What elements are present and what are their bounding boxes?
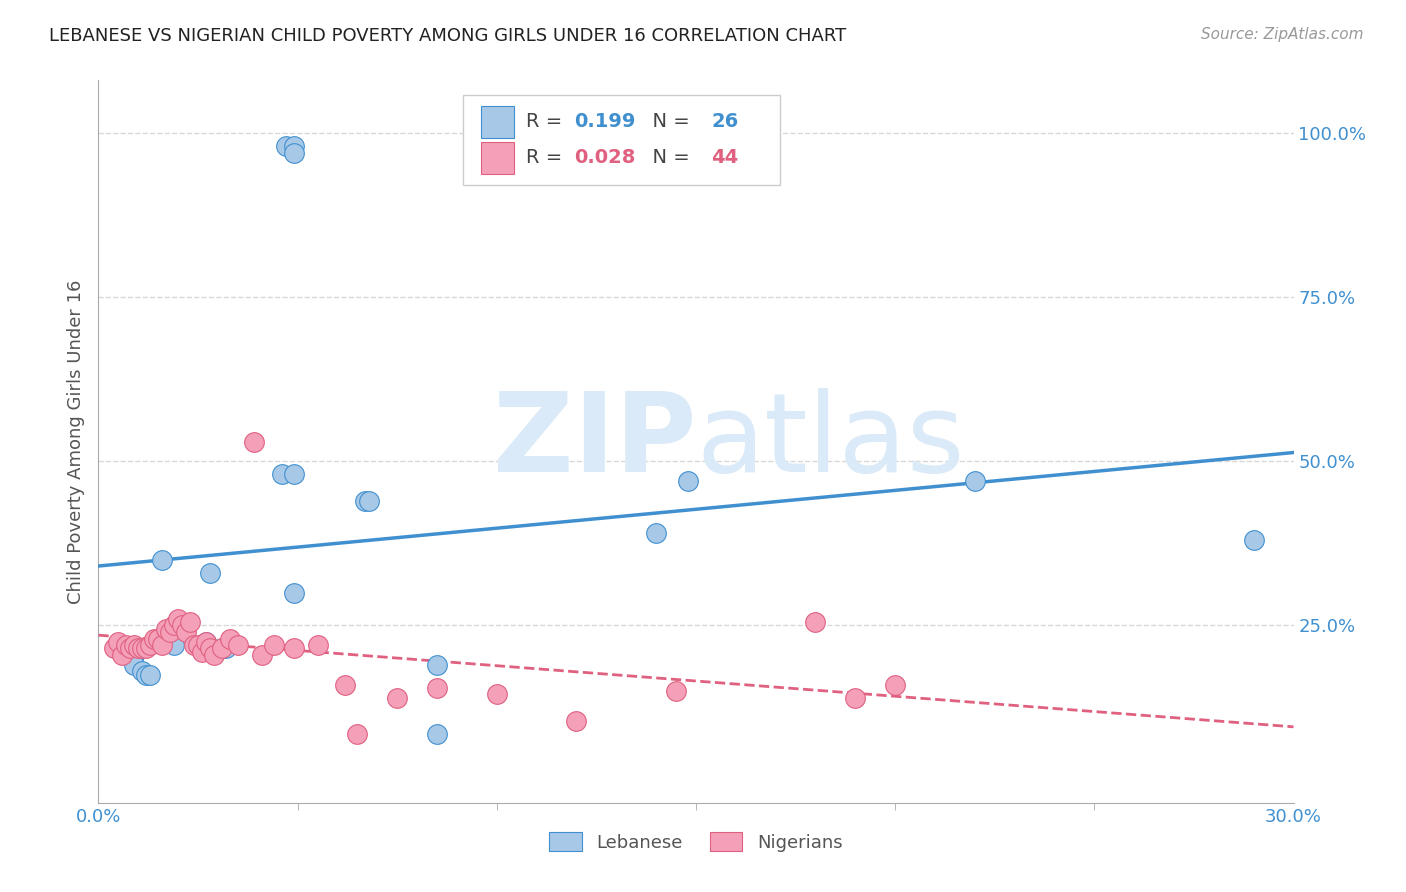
Point [148, 632, 170, 646]
Point [150, 638, 173, 652]
Point [665, 684, 688, 698]
Point [143, 632, 166, 646]
Point [155, 622, 177, 636]
Text: 44: 44 [711, 148, 738, 168]
Point [183, 638, 205, 652]
Point [1243, 533, 1265, 547]
Text: ZIP: ZIP [492, 388, 696, 495]
Point [645, 526, 668, 541]
Text: R =: R = [526, 112, 569, 131]
Point [115, 638, 138, 652]
Point [676, 474, 699, 488]
Point [131, 641, 153, 656]
FancyBboxPatch shape [481, 105, 515, 138]
Point [283, 467, 305, 482]
Point [263, 638, 285, 652]
Point [215, 641, 238, 656]
Point [250, 648, 273, 662]
FancyBboxPatch shape [481, 142, 515, 174]
Point [135, 641, 157, 656]
Point [283, 641, 305, 656]
Point [167, 612, 190, 626]
Point [163, 638, 186, 652]
Point [150, 553, 173, 567]
Point [426, 727, 449, 741]
Legend: Lebanese, Nigerians: Lebanese, Nigerians [543, 825, 849, 859]
Point [426, 657, 449, 672]
Point [174, 625, 197, 640]
Point [211, 641, 233, 656]
Point [283, 139, 305, 153]
FancyBboxPatch shape [463, 95, 780, 185]
Point [211, 641, 233, 656]
Point [226, 638, 249, 652]
Point [219, 632, 242, 646]
Point [884, 677, 907, 691]
Point [172, 618, 194, 632]
Y-axis label: Child Poverty Among Girls Under 16: Child Poverty Among Girls Under 16 [66, 279, 84, 604]
Text: 26: 26 [711, 112, 738, 131]
Text: N =: N = [640, 112, 696, 131]
Text: Source: ZipAtlas.com: Source: ZipAtlas.com [1201, 27, 1364, 42]
Point [198, 641, 221, 656]
Point [139, 667, 162, 681]
Point [179, 615, 201, 630]
Point [354, 493, 377, 508]
Point [283, 585, 305, 599]
Point [127, 641, 149, 656]
Point [124, 638, 146, 652]
Point [359, 493, 381, 508]
Point [124, 657, 146, 672]
Point [485, 687, 508, 701]
Point [198, 566, 221, 580]
Text: 0.199: 0.199 [574, 112, 636, 131]
Point [163, 618, 186, 632]
Point [135, 667, 157, 681]
Point [346, 727, 368, 741]
Point [565, 714, 588, 728]
Point [307, 638, 329, 652]
Point [159, 625, 181, 640]
Point [844, 690, 866, 705]
Text: 0.028: 0.028 [574, 148, 636, 168]
Point [195, 635, 218, 649]
Point [385, 690, 409, 705]
Point [111, 648, 134, 662]
Point [274, 139, 297, 153]
Text: LEBANESE VS NIGERIAN CHILD POVERTY AMONG GIRLS UNDER 16 CORRELATION CHART: LEBANESE VS NIGERIAN CHILD POVERTY AMONG… [49, 27, 846, 45]
Point [335, 677, 357, 691]
Text: R =: R = [526, 148, 569, 168]
Point [804, 615, 827, 630]
Point [243, 434, 266, 449]
Point [202, 648, 225, 662]
Point [195, 635, 218, 649]
Point [120, 641, 142, 656]
Point [270, 467, 292, 482]
Point [191, 645, 214, 659]
Point [139, 638, 162, 652]
Point [167, 618, 190, 632]
Point [107, 635, 129, 649]
Point [124, 648, 146, 662]
Point [131, 665, 153, 679]
Point [963, 474, 986, 488]
Point [426, 681, 449, 695]
Point [103, 641, 125, 656]
Text: N =: N = [640, 148, 696, 168]
Point [283, 145, 305, 160]
Point [187, 638, 209, 652]
Text: atlas: atlas [696, 388, 965, 495]
